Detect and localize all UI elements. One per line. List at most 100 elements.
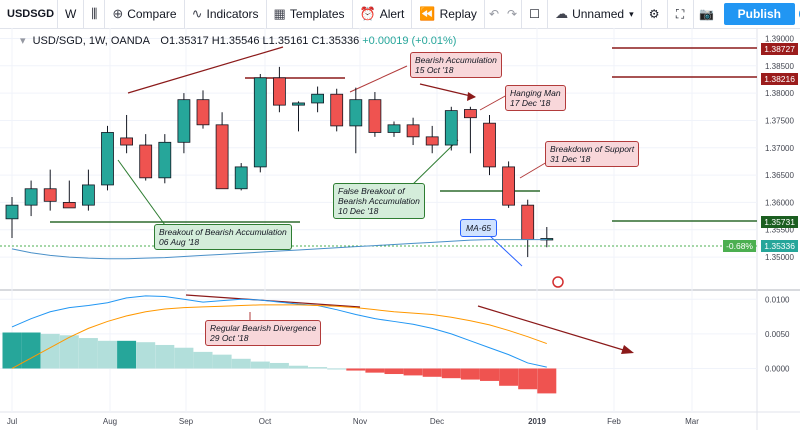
ma-65-label[interactable]: MA-65 — [460, 219, 498, 237]
candle-body — [82, 184, 95, 206]
camera-icon: 📷 — [699, 7, 715, 21]
redo-button[interactable]: ↷ — [503, 0, 523, 28]
chart-legend: ▾ USD/SGD, 1W, OANDA O1.35317 H1.35546 L… — [20, 34, 456, 47]
histogram-bar — [231, 358, 251, 369]
legend-ohlc: O1.35317 H1.35546 L1.35161 C1.35336 — [160, 35, 360, 47]
legend-title: USD/SGD, 1W, OANDA — [32, 35, 150, 47]
histogram-bar — [21, 332, 41, 369]
oscillator-pane — [2, 295, 557, 394]
arrow-to-hanging-man — [419, 83, 476, 98]
symbol-search[interactable]: USDSGD — [0, 0, 58, 28]
publish-button[interactable]: Publish — [723, 3, 795, 25]
price-tag-resistance-1: 1.38727 — [761, 43, 798, 55]
layout-name: Unnamed — [572, 7, 625, 21]
candle-body — [120, 137, 133, 146]
histogram-bar — [327, 368, 347, 370]
alarm-clock-icon: ⏰ — [359, 6, 376, 21]
bearish-divergence-date: 29 Oct '18 — [210, 333, 249, 343]
price-tick-label: 1.37000 — [765, 144, 794, 153]
alert-button[interactable]: ⏰ Alert — [353, 0, 413, 28]
compare-button[interactable]: ⊕ Compare — [105, 0, 185, 28]
candle-body — [272, 77, 286, 106]
bar-style-button[interactable]: ⫼ — [84, 0, 106, 28]
indicators-button[interactable]: ∿ Indicators — [185, 0, 267, 28]
collapse-arrow-button[interactable]: » — [798, 7, 800, 21]
time-tick-label: Sep — [179, 417, 194, 426]
settings-button[interactable]: ⚙ — [642, 0, 668, 28]
candle-body — [253, 77, 267, 168]
price-axis: 1.39000 1.38500 1.38000 1.37500 1.37000 1.365… — [7, 34, 795, 426]
snapshot-button[interactable]: 📷 — [694, 0, 720, 28]
false-breakout-label[interactable]: False Breakout of Bearish Accumulation 1… — [333, 183, 425, 219]
histogram-bar — [403, 368, 423, 376]
histogram-bar — [212, 354, 232, 369]
candle-body — [444, 110, 458, 146]
histogram-bar — [518, 368, 538, 390]
histogram-bar — [537, 368, 557, 394]
candle-body — [349, 99, 363, 127]
redo-icon: ↷ — [507, 7, 518, 21]
histogram-bar — [98, 340, 117, 369]
plus-circle-icon: ⊕ — [112, 6, 124, 21]
signal-line — [11, 304, 547, 369]
bearish-accumulation-label[interactable]: Bearish Accumulation 15 Oct '18 — [410, 52, 502, 78]
false-breakout-date: 10 Dec '18 — [338, 206, 379, 216]
replay-button[interactable]: ⏪ Replay — [412, 0, 485, 28]
undo-button[interactable]: ↶ — [485, 0, 503, 28]
ma-65-text: MA-65 — [466, 223, 492, 233]
compare-label: Compare — [127, 7, 177, 21]
legend-change: +0.00019 (+0.01%) — [362, 35, 457, 47]
callout-ma65 — [489, 235, 523, 267]
candles-icon: ⫼ — [91, 6, 98, 21]
price-tick-label: 1.38000 — [765, 89, 794, 98]
candle-body — [101, 132, 114, 186]
toolbar-right: ☐ ☁ Unnamed ▾ ⚙ ⛶ 📷 Publish » — [522, 0, 800, 28]
indicators-label: Indicators — [206, 7, 259, 21]
candle-body — [368, 99, 382, 133]
fullscreen-button[interactable]: ⛶ — [668, 0, 694, 28]
price-tick-label: 1.38500 — [765, 62, 794, 71]
callout-breakout-accum — [117, 159, 171, 233]
bearish-divergence-label[interactable]: Regular Bearish Divergence 29 Oct '18 — [205, 320, 322, 346]
time-tick-label: Feb — [607, 417, 621, 426]
replay-icon: ⏪ — [419, 6, 436, 21]
histogram-bar — [174, 347, 194, 369]
legend-collapse-icon[interactable]: ▾ — [20, 35, 26, 47]
chart-grid — [0, 28, 800, 430]
candle-body — [24, 188, 38, 206]
templates-button[interactable]: ▦ Templates — [267, 0, 353, 28]
interval-button[interactable]: W — [58, 0, 85, 28]
trendline-highs — [127, 46, 284, 94]
replay-label: Replay — [439, 7, 477, 21]
top-toolbar: USDSGD W ⫼ ⊕ Compare ∿ Indicators ▦ Temp… — [0, 0, 800, 29]
breakout-accumulation-label[interactable]: Breakout of Bearish Accumulation 06 Aug … — [154, 224, 292, 250]
price-tag-last: 1.35336 — [761, 240, 798, 252]
histogram-bar — [40, 333, 60, 369]
histogram-bar — [384, 368, 404, 375]
false-breakout-text-1: False Breakout of — [338, 186, 405, 196]
templates-icon: ▦ — [273, 6, 286, 21]
candle-body — [502, 166, 516, 206]
save-layout-button[interactable]: ☁ Unnamed ▾ — [548, 0, 642, 28]
time-tick-label: Oct — [259, 417, 272, 426]
hanging-man-label[interactable]: Hanging Man 17 Dec '18 — [505, 85, 566, 111]
histogram-bar — [78, 338, 98, 369]
layout-button[interactable]: ☐ — [522, 0, 549, 28]
histogram-bar — [193, 351, 213, 369]
breakout-accumulation-date: 06 Aug '18 — [159, 237, 200, 247]
time-tick-label: Nov — [353, 417, 367, 426]
histogram-bar — [136, 342, 156, 369]
histogram-bar — [250, 361, 270, 369]
candle-body — [425, 136, 439, 146]
price-tick-label: 1.35500 — [765, 226, 794, 235]
time-tick-label: Jul — [7, 417, 17, 426]
chart-canvas[interactable]: 1.39000 1.38500 1.38000 1.37500 1.37000 1.365… — [0, 28, 800, 430]
time-tick-label: Aug — [103, 417, 117, 426]
price-tick-label: 1.39000 — [765, 34, 794, 43]
candle-body — [215, 124, 229, 190]
breakdown-support-label[interactable]: Breakdown of Support 31 Dec '18 — [545, 141, 640, 167]
price-tick-label: 1.35000 — [765, 253, 794, 262]
candle-body — [62, 202, 76, 209]
callout-hanging-man — [479, 94, 508, 111]
arrowhead-osc-down — [621, 345, 634, 354]
